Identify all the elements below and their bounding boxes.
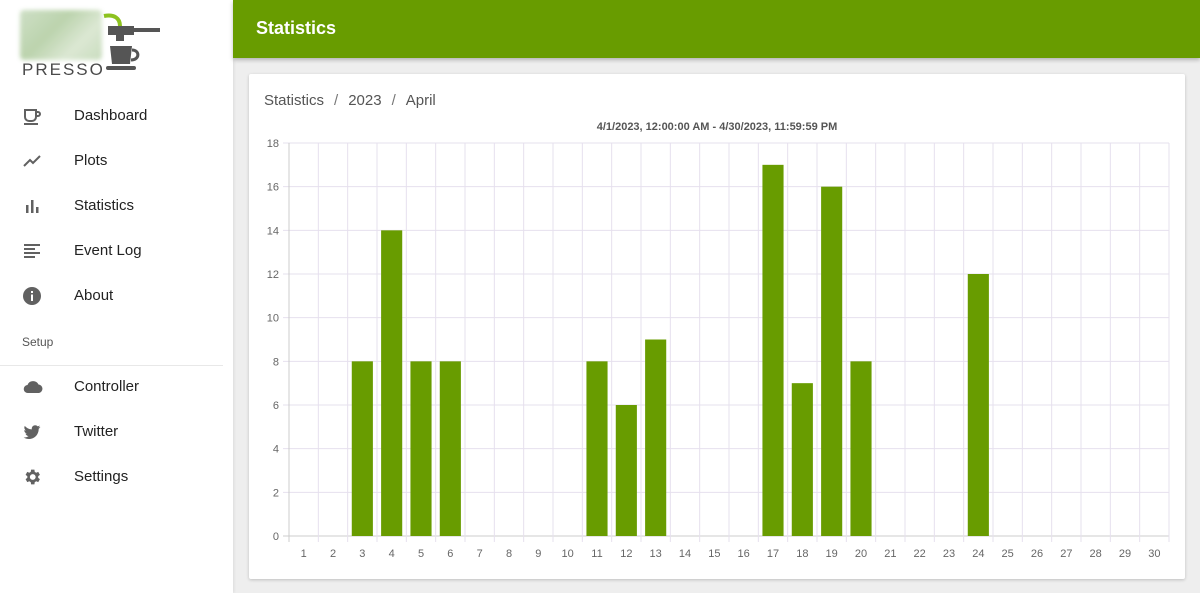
bar-day-24 [967, 274, 989, 536]
bar-day-3 [351, 361, 373, 536]
x-tick-label: 10 [562, 548, 574, 560]
page-title: Statistics [256, 18, 337, 38]
y-tick-label: 10 [267, 313, 279, 325]
sidebar-nav: Dashboard Plots Statistics Event Log Abo… [0, 93, 233, 318]
setup-nav: Controller Twitter Settings [0, 364, 233, 499]
x-tick-label: 6 [447, 548, 453, 560]
x-tick-label: 2 [330, 548, 336, 560]
setup-section: Setup [0, 318, 233, 366]
bar-day-4 [381, 230, 403, 537]
sidebar-item-about[interactable]: About [0, 273, 233, 318]
bar-chart-icon [0, 196, 74, 216]
x-tick-label: 13 [650, 548, 662, 560]
breadcrumb-separator: / [391, 92, 396, 109]
bar-day-12 [615, 405, 637, 536]
bar-day-17 [762, 164, 784, 536]
bar-day-11 [586, 361, 608, 536]
logo-image-blurred [20, 10, 102, 60]
bar-day-20 [850, 361, 872, 536]
x-tick-label: 19 [826, 548, 838, 560]
sidebar-item-controller[interactable]: Controller [0, 364, 233, 409]
x-tick-label: 12 [620, 548, 632, 560]
sidebar-item-label: Plots [74, 152, 108, 169]
cloud-icon [0, 377, 74, 397]
y-tick-label: 16 [267, 182, 279, 194]
x-tick-label: 20 [855, 548, 867, 560]
sidebar-item-label: Event Log [74, 242, 142, 259]
x-tick-label: 22 [914, 548, 926, 560]
bar-day-19 [821, 186, 843, 536]
x-tick-label: 17 [767, 548, 779, 560]
bar-day-13 [645, 339, 667, 536]
bar-day-5 [410, 361, 432, 536]
breadcrumb: Statistics / 2023 / April [264, 92, 436, 109]
section-label-setup: Setup [0, 318, 223, 366]
sidebar-item-plots[interactable]: Plots [0, 138, 233, 183]
coffee-cup-icon [0, 106, 74, 126]
y-tick-label: 14 [267, 225, 279, 237]
x-tick-label: 29 [1119, 548, 1131, 560]
x-tick-label: 3 [359, 548, 365, 560]
breadcrumb-item-statistics[interactable]: Statistics [264, 92, 325, 109]
y-tick-label: 0 [273, 531, 279, 543]
breadcrumb-item-month: April [405, 92, 436, 109]
sidebar: PRESSO Dashboard Plots Statistics Event … [0, 0, 233, 593]
sidebar-item-twitter[interactable]: Twitter [0, 409, 233, 454]
x-tick-label: 18 [796, 548, 808, 560]
chart-title: 4/1/2023, 12:00:00 AM - 4/30/2023, 11:59… [596, 121, 838, 133]
sidebar-item-label: Controller [74, 378, 140, 395]
x-tick-label: 16 [738, 548, 750, 560]
list-lines-icon [0, 241, 74, 261]
sidebar-item-dashboard[interactable]: Dashboard [0, 93, 233, 138]
x-tick-label: 15 [708, 548, 720, 560]
x-tick-label: 30 [1148, 548, 1160, 560]
x-tick-label: 25 [1002, 548, 1014, 560]
x-tick-label: 28 [1090, 548, 1102, 560]
y-tick-label: 6 [273, 400, 279, 412]
x-tick-label: 8 [506, 548, 512, 560]
x-tick-label: 9 [535, 548, 541, 560]
breadcrumb-item-year[interactable]: 2023 [348, 92, 382, 109]
y-tick-label: 2 [273, 487, 279, 499]
sidebar-item-label: Settings [74, 468, 129, 485]
x-tick-label: 23 [943, 548, 955, 560]
espresso-cup-icon [103, 13, 160, 70]
x-tick-label: 1 [301, 548, 307, 560]
logo-text: PRESSO [22, 60, 105, 79]
sidebar-item-label: Statistics [74, 197, 135, 214]
statistics-card: Statistics / 2023 / April 4/1/2023, 12:0… [249, 74, 1185, 579]
x-tick-label: 5 [418, 548, 424, 560]
trending-line-icon [0, 151, 74, 171]
sidebar-item-label: About [74, 287, 114, 304]
x-tick-label: 11 [591, 548, 602, 560]
bar-day-18 [791, 383, 813, 536]
y-tick-label: 4 [273, 444, 279, 456]
x-tick-label: 14 [679, 548, 691, 560]
sidebar-item-label: Twitter [74, 423, 119, 440]
app-header: Statistics [233, 0, 1200, 58]
x-tick-label: 26 [1031, 548, 1043, 560]
x-tick-label: 27 [1060, 548, 1072, 560]
sidebar-item-statistics[interactable]: Statistics [0, 183, 233, 228]
sidebar-item-label: Dashboard [74, 107, 148, 124]
sidebar-item-event-log[interactable]: Event Log [0, 228, 233, 273]
sidebar-item-settings[interactable]: Settings [0, 454, 233, 499]
twitter-icon [0, 422, 74, 442]
presso-logo: PRESSO [18, 10, 178, 82]
breadcrumb-separator: / [334, 92, 339, 109]
x-tick-label: 4 [389, 548, 395, 560]
x-tick-label: 7 [477, 548, 483, 560]
gear-icon [0, 467, 74, 487]
x-tick-label: 21 [884, 548, 896, 560]
x-tick-label: 24 [972, 548, 984, 560]
y-tick-label: 12 [267, 269, 279, 281]
y-tick-label: 8 [273, 356, 279, 368]
y-tick-label: 18 [267, 138, 279, 150]
info-icon [0, 286, 74, 306]
bar-day-6 [439, 361, 461, 536]
